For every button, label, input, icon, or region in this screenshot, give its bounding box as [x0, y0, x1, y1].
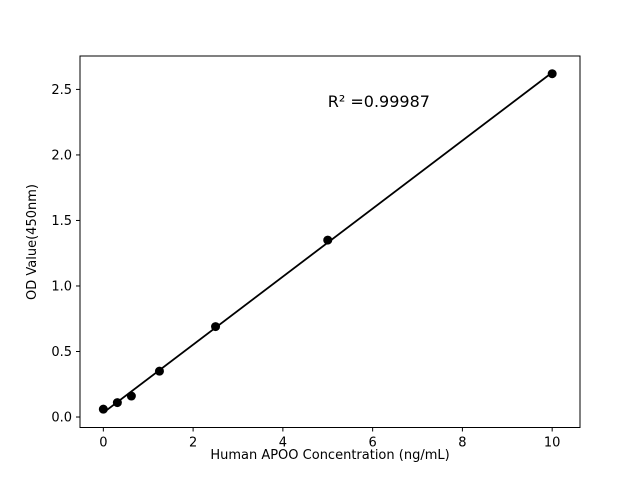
- x-tick-label: 0: [99, 436, 107, 451]
- data-point: [112, 398, 122, 408]
- x-tick-label: 8: [458, 436, 466, 451]
- data-point: [154, 366, 164, 376]
- y-tick-label: 0.0: [51, 411, 72, 426]
- plot-border: [79, 55, 581, 428]
- y-tick-label: 2.5: [51, 83, 72, 98]
- x-axis-label: Human APOO Concentration (ng/mL): [210, 448, 450, 463]
- data-point: [98, 404, 108, 414]
- x-tick-label: 6: [368, 436, 376, 451]
- y-axis-label: OD Value(450nm): [24, 184, 40, 300]
- data-point: [211, 322, 221, 332]
- y-tick-label: 1.0: [51, 279, 72, 294]
- data-point: [323, 235, 333, 245]
- data-point: [126, 391, 136, 401]
- x-tick-label: 2: [189, 436, 197, 451]
- y-tick-label: 2.0: [51, 148, 72, 163]
- r-squared-annotation: R² =0.99987: [327, 91, 430, 111]
- y-tick-label: 1.5: [51, 214, 72, 229]
- x-tick-label: 4: [279, 436, 287, 451]
- data-point: [547, 69, 557, 79]
- y-tick-label: 0.5: [51, 345, 72, 360]
- x-tick-label: 10: [544, 436, 561, 451]
